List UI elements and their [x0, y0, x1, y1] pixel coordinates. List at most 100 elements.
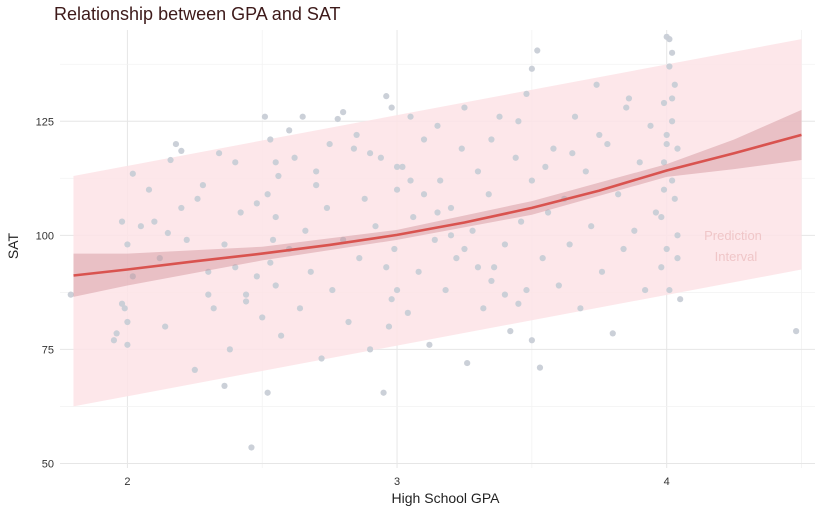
confidence-band [73, 109, 802, 297]
annotation-line-1: Prediction [704, 228, 762, 243]
data-point [242, 291, 250, 298]
data-point [272, 159, 279, 166]
data-point [453, 255, 460, 262]
data-point [660, 159, 668, 166]
data-point [183, 236, 190, 243]
data-point [469, 227, 476, 234]
data-point [380, 389, 387, 396]
data-point [539, 255, 546, 262]
data-point [447, 232, 455, 239]
data-point [124, 318, 131, 326]
data-point [620, 245, 627, 253]
data-point [566, 241, 573, 248]
data-point [407, 177, 414, 184]
data-point [215, 150, 223, 157]
data-point [356, 255, 363, 262]
data-point [221, 241, 228, 248]
data-point [571, 113, 579, 120]
data-point [124, 241, 131, 248]
data-point [178, 204, 185, 212]
data-point [145, 186, 153, 193]
x-tick-label: 3 [394, 476, 400, 488]
tick-labels: 2 3 4 50 75 100 125 [36, 116, 670, 488]
data-point [340, 109, 347, 116]
data-point [407, 113, 414, 120]
data-point [544, 209, 552, 216]
data-point [267, 136, 274, 143]
data-point [598, 268, 606, 275]
data-point [480, 305, 487, 312]
data-point [615, 191, 622, 198]
data-point [178, 147, 185, 155]
data-point [296, 305, 304, 312]
data-point [253, 273, 260, 280]
data-point [366, 346, 374, 353]
data-point [415, 268, 422, 275]
x-axis-title: High School GPA [392, 490, 501, 506]
x-tick-label: 2 [124, 476, 130, 488]
data-point [385, 323, 393, 330]
data-point [278, 332, 285, 339]
data-point [313, 168, 320, 175]
data-point [652, 209, 660, 216]
data-point [658, 264, 665, 271]
data-point [515, 300, 522, 307]
data-point [264, 389, 271, 396]
data-point [272, 213, 279, 221]
data-point [410, 213, 417, 221]
data-point [110, 337, 118, 344]
data-point [604, 140, 611, 148]
data-point [666, 286, 673, 294]
data-point [388, 104, 395, 111]
data-point [323, 204, 331, 212]
data-point [668, 49, 676, 56]
data-point [663, 245, 670, 253]
data-point [393, 186, 401, 193]
data-point [485, 191, 492, 198]
data-point [596, 131, 603, 139]
data-point [668, 118, 676, 125]
data-point [464, 359, 471, 367]
data-point [666, 36, 673, 43]
data-point [496, 113, 503, 120]
data-point [488, 277, 495, 285]
data-point [523, 286, 530, 294]
prediction-interval-band [73, 39, 802, 407]
data-point [118, 218, 126, 225]
data-point [151, 218, 158, 225]
data-point [164, 229, 171, 237]
data-point [272, 282, 279, 289]
data-point [647, 122, 654, 129]
data-point [577, 305, 584, 312]
fit-line [73, 133, 802, 277]
data-point [593, 81, 600, 88]
data-point [399, 163, 406, 170]
data-point [391, 245, 398, 253]
data-point [121, 305, 128, 312]
data-point [528, 65, 535, 72]
data-point [366, 150, 374, 157]
bands [73, 39, 802, 407]
data-point [199, 182, 207, 189]
data-point [447, 204, 455, 212]
x-tick-label: 4 [664, 476, 670, 488]
data-point [512, 154, 519, 161]
data-point [663, 140, 670, 148]
data-point [124, 341, 131, 348]
data-point [663, 131, 670, 139]
data-point [642, 286, 649, 294]
data-point [191, 366, 198, 374]
data-point [267, 259, 274, 266]
data-point [420, 191, 428, 198]
data-point [372, 223, 379, 230]
data-point [515, 118, 522, 125]
data-point [674, 145, 681, 152]
data-point [345, 318, 352, 326]
data-point [517, 218, 525, 225]
chart-title: Relationship between GPA and SAT [54, 4, 341, 24]
data-point [172, 140, 180, 148]
data-point [674, 232, 681, 239]
data-point [261, 113, 269, 120]
data-point [674, 255, 681, 262]
data-point [434, 209, 441, 216]
